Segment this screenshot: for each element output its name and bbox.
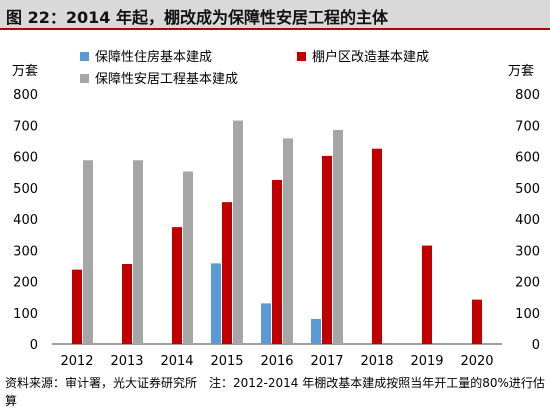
y-tick-label-left: 0	[30, 338, 38, 353]
y-tick-label-left: 400	[13, 213, 38, 228]
source-note: 资料来源：审计署，光大证券研究所 注：2012-2014 年棚改基本建成按照当年…	[5, 376, 545, 408]
x-tick-label: 2016	[260, 354, 293, 369]
bar-series-1	[311, 319, 321, 344]
y-tick-label-right: 800	[515, 88, 540, 103]
y-tick-label-right: 0	[532, 338, 540, 353]
bar-series-3	[333, 129, 343, 344]
bar-series-3	[233, 120, 243, 344]
y-tick-label-left: 200	[13, 276, 38, 291]
legend-label-series-1: 保障性住房基本建成	[95, 50, 213, 65]
x-tick-label: 2017	[310, 354, 343, 369]
y-tick-label-right: 600	[515, 151, 540, 166]
y-tick-label-left: 300	[13, 244, 38, 259]
y-tick-label-left: 100	[13, 307, 38, 322]
left-axis-unit: 万套	[12, 64, 39, 79]
bar-series-2	[172, 227, 182, 344]
x-tick-label: 2020	[460, 354, 493, 369]
legend-item-series-2: 棚户区改造基本建成	[297, 46, 429, 65]
bar-series-3	[283, 138, 293, 344]
figure-title: 图 22：2014 年起，棚改成为保障性安居工程的主体	[6, 8, 388, 27]
bar-series-3	[133, 160, 143, 344]
y-tick-label-right: 400	[515, 213, 540, 228]
x-tick-label: 2015	[210, 354, 243, 369]
x-tick-label: 2012	[60, 354, 93, 369]
figure-title-bar: 图 22：2014 年起，棚改成为保障性安居工程的主体	[0, 0, 550, 30]
x-tick-label: 2013	[110, 354, 143, 369]
legend-label-series-2: 棚户区改造基本建成	[312, 50, 430, 65]
bar-series-2	[372, 148, 382, 344]
y-tick-label-right: 700	[515, 119, 540, 134]
legend-swatch-series-3	[80, 74, 89, 83]
bar-series-3	[83, 160, 93, 344]
y-tick-label-left: 700	[13, 119, 38, 134]
right-axis-unit: 万套	[508, 64, 535, 79]
legend-item-series-1: 保障性住房基本建成	[80, 46, 212, 65]
y-tick-label-left: 600	[13, 151, 38, 166]
bar-series-1	[211, 263, 221, 344]
bar-series-3	[183, 171, 193, 344]
bar-series-2	[422, 245, 432, 344]
y-tick-label-right: 500	[515, 182, 540, 197]
y-tick-label-right: 200	[515, 276, 540, 291]
bar-series-1	[261, 303, 271, 344]
legend-item-series-3: 保障性安居工程基本建成	[80, 68, 238, 87]
bar-series-2	[222, 202, 232, 344]
y-tick-label-left: 500	[13, 182, 38, 197]
legend-swatch-series-2	[297, 52, 306, 61]
bar-series-2	[72, 269, 82, 344]
y-tick-label-right: 100	[515, 307, 540, 322]
x-tick-label: 2019	[410, 354, 443, 369]
legend-swatch-series-1	[80, 52, 89, 61]
bar-series-2	[322, 155, 332, 344]
x-tick-label: 2014	[160, 354, 193, 369]
bar-series-2	[122, 264, 132, 344]
y-tick-label-left: 800	[13, 88, 38, 103]
x-tick-label: 2018	[360, 354, 393, 369]
y-tick-label-right: 300	[515, 244, 540, 259]
legend-label-series-3: 保障性安居工程基本建成	[95, 72, 239, 87]
bar-series-2	[472, 299, 482, 344]
bar-series-2	[272, 179, 282, 344]
